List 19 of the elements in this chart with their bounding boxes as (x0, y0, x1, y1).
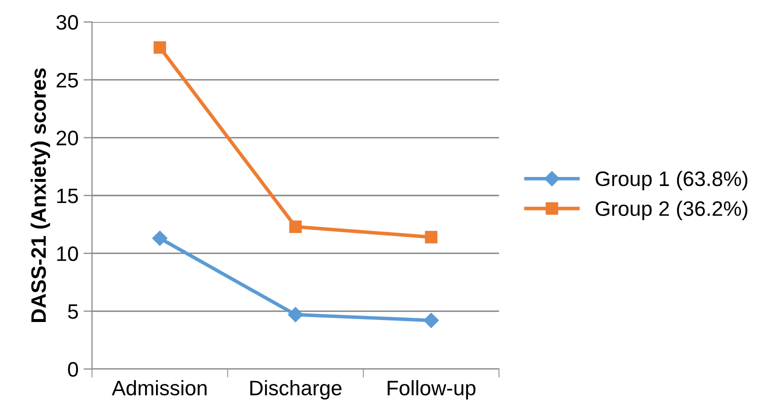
point (424, 230, 438, 244)
point (152, 230, 168, 246)
point (288, 307, 304, 322)
y-tick-label: 30 (56, 15, 78, 30)
y-tick-label: 15 (57, 188, 78, 204)
y-tick-label: 5 (68, 304, 78, 319)
x-tick-label: Admission (112, 380, 207, 396)
point (154, 41, 166, 54)
y-tick-label: 10 (57, 246, 78, 262)
x-tick-label: Discharge (250, 380, 342, 400)
point (289, 220, 302, 233)
y-axis-title: DASS-21 (Anxiety) scores (30, 68, 50, 322)
y-tick-label: 0 (68, 362, 78, 377)
y-tick-label: 25 (56, 72, 78, 88)
legend-label: Group 1 (63.8%) (596, 170, 748, 190)
x-tick-label: Follow-up (388, 380, 476, 400)
legend-label: Group 2 (36.2%) (596, 200, 748, 220)
point (424, 312, 439, 328)
y-tick-label: 20 (56, 130, 78, 146)
